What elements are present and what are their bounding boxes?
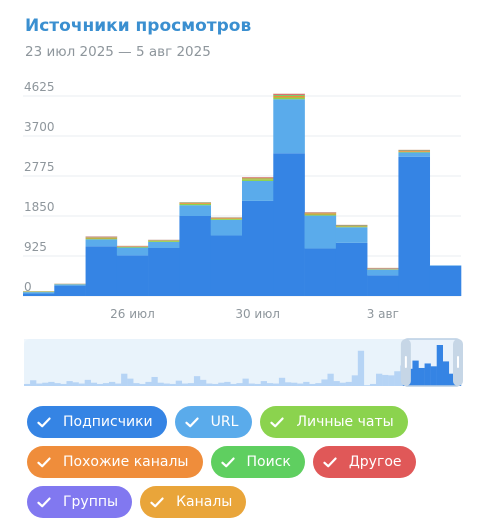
bar-segment[interactable]	[210, 235, 243, 296]
check-icon	[270, 417, 290, 428]
bar-segment[interactable]	[23, 292, 55, 294]
bar-segment[interactable]	[242, 180, 274, 201]
navigator-mask	[24, 339, 403, 386]
y-tick-label: 3700	[24, 120, 55, 134]
filter-chip[interactable]: Похожие каналы	[27, 446, 203, 478]
check-icon	[37, 417, 57, 428]
filter-chip[interactable]: Подписчики	[27, 406, 167, 438]
bar-segment[interactable]	[273, 95, 305, 98]
bar-segment[interactable]	[398, 156, 431, 296]
x-tick-label: 3 авг	[367, 307, 399, 321]
y-tick-label: 2775	[24, 160, 55, 174]
x-tick-label: 30 июл	[235, 307, 280, 321]
filter-chip[interactable]: Другое	[312, 446, 416, 478]
y-tick-label: 1850	[24, 200, 55, 214]
filter-chip-label: Другое	[348, 454, 402, 470]
y-tick-label: 925	[24, 240, 47, 254]
bar-segment[interactable]	[179, 216, 212, 296]
filter-chip[interactable]: Группы	[27, 486, 133, 518]
bar-segment[interactable]	[429, 265, 462, 296]
bar-segment[interactable]	[116, 247, 149, 256]
navigator-bar	[448, 373, 456, 386]
bar-segment[interactable]	[273, 97, 305, 100]
bar-segment[interactable]	[273, 153, 305, 296]
check-icon	[220, 457, 241, 468]
bar-segment[interactable]	[85, 246, 118, 296]
filter-chip-label: Похожие каналы	[63, 454, 189, 470]
filter-chip-label: Группы	[63, 494, 119, 510]
filter-chip[interactable]: Поиск	[210, 446, 305, 478]
navigator-bar	[442, 361, 450, 386]
check-icon	[37, 457, 57, 468]
navigator-bar	[430, 366, 437, 386]
bar-segment[interactable]	[116, 246, 149, 248]
navigator-bar	[436, 345, 443, 386]
bar-segment[interactable]	[54, 284, 86, 286]
check-icon	[185, 417, 205, 428]
handle-grip	[404, 356, 407, 368]
y-tick-label: 4625	[24, 80, 55, 94]
filter-chip-label: Поиск	[246, 454, 291, 470]
filter-chip[interactable]: Личные чаты	[260, 406, 408, 438]
navigator-bar	[418, 367, 425, 386]
bar-segment[interactable]	[210, 219, 243, 236]
filter-chip-label: Подписчики	[63, 414, 153, 430]
bar-segment[interactable]	[210, 218, 243, 220]
bar-segment[interactable]	[148, 248, 180, 296]
check-icon	[37, 497, 57, 508]
bar-segment[interactable]	[116, 255, 149, 296]
navigator-bar	[412, 360, 419, 386]
bar-segment[interactable]	[210, 219, 243, 220]
bar-segment[interactable]	[335, 227, 368, 243]
bar-segment[interactable]	[304, 213, 337, 215]
bar-segment[interactable]	[398, 150, 431, 152]
bar-segment[interactable]	[148, 241, 180, 248]
bar-segment[interactable]	[179, 203, 212, 206]
filter-chip[interactable]: URL	[174, 406, 253, 438]
bar-segment[interactable]	[242, 179, 274, 181]
bar-segment[interactable]	[273, 94, 305, 96]
bar-segment[interactable]	[85, 238, 118, 240]
bar-segment[interactable]	[304, 248, 337, 296]
bar-segment[interactable]	[304, 214, 337, 216]
bar-segment[interactable]	[23, 293, 55, 296]
bar-segment[interactable]	[398, 152, 431, 157]
y-tick-label: 0	[24, 280, 32, 294]
source-filter-list: Подписчики URL Личные чаты Похожие каналы По…	[27, 406, 467, 518]
check-icon	[323, 457, 343, 468]
bar-segment[interactable]	[304, 215, 337, 249]
range-navigator[interactable]	[24, 338, 463, 387]
date-range: 23 июл 2025 — 5 авг 2025	[25, 44, 211, 60]
bar-segment[interactable]	[367, 275, 399, 296]
bar-segment[interactable]	[242, 178, 274, 180]
bar-segment[interactable]	[148, 241, 180, 242]
bar-segment[interactable]	[273, 99, 305, 154]
bar-segment[interactable]	[179, 203, 212, 204]
bar-segment[interactable]	[367, 269, 399, 276]
filter-chip-label: Каналы	[176, 494, 233, 510]
bar-segment[interactable]	[54, 285, 86, 296]
bar-segment[interactable]	[335, 242, 368, 296]
bar-segment[interactable]	[273, 94, 305, 95]
filter-chip-label: URL	[210, 414, 239, 430]
x-tick-label: 26 июл	[110, 307, 155, 321]
bar-segment[interactable]	[85, 237, 118, 239]
bar-segment[interactable]	[242, 200, 274, 296]
navigator-bar	[424, 363, 431, 386]
chart-title: Источники просмотров	[25, 16, 252, 36]
bar-segment[interactable]	[398, 151, 431, 153]
handle-grip	[457, 356, 459, 368]
filter-chip[interactable]: Каналы	[140, 486, 247, 518]
filter-chip-label: Личные чаты	[296, 414, 394, 430]
check-icon	[150, 497, 170, 508]
bar-segment[interactable]	[335, 226, 368, 228]
bar-segment[interactable]	[85, 239, 118, 247]
stacked-bar-chart: 0 925 1850 2775 3700 4625 26 июл 30 июл 3 авг	[23, 80, 463, 387]
bar-segment[interactable]	[179, 205, 212, 216]
